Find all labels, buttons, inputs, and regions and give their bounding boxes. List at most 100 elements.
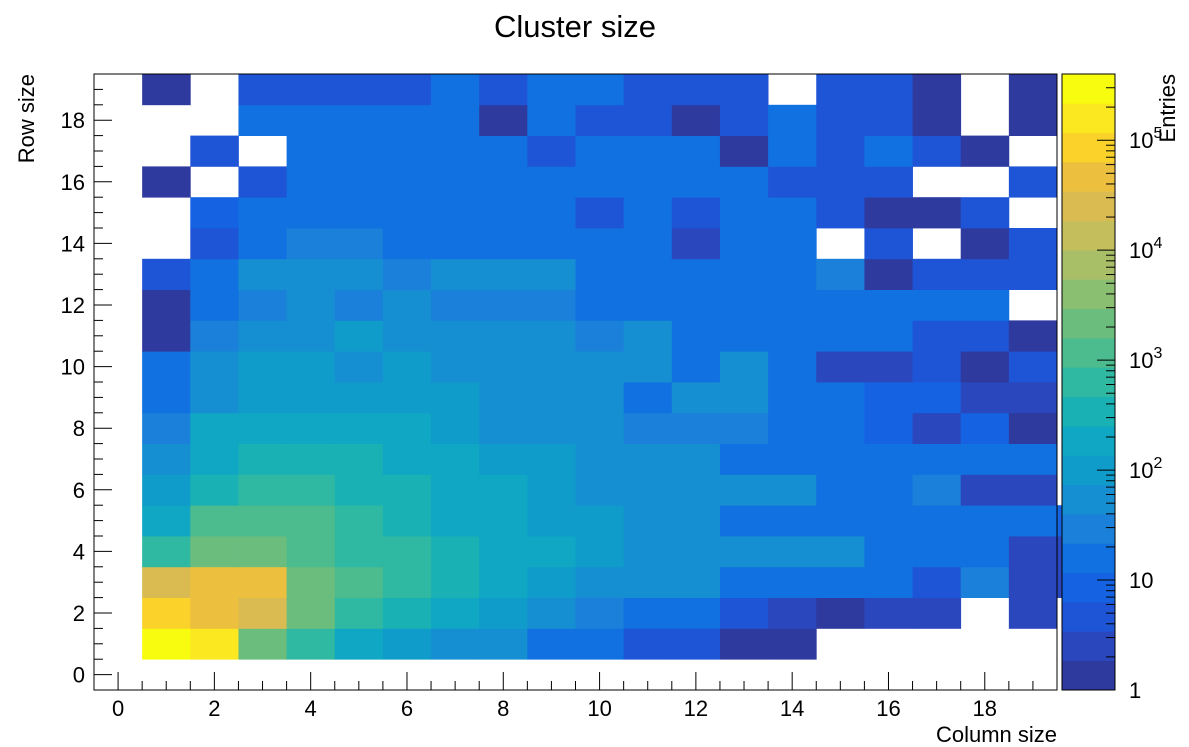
heatmap-cell — [286, 412, 336, 444]
heatmap-cell — [864, 351, 913, 383]
heatmap-cell — [816, 597, 865, 629]
heatmap-cell — [190, 505, 239, 537]
heatmap-cell — [671, 289, 721, 321]
heatmap-cell — [527, 228, 576, 260]
heatmap-cell — [575, 74, 625, 106]
heatmap-cell — [671, 474, 721, 506]
heatmap-cell — [768, 104, 817, 136]
heatmap-cell — [864, 566, 913, 598]
heatmap-cell — [719, 536, 769, 568]
z-axis-title: Entries — [1155, 74, 1180, 142]
heatmap-cell — [286, 135, 336, 167]
heatmap-cell — [142, 474, 191, 506]
heatmap-cell — [190, 320, 239, 352]
heatmap-cell — [286, 597, 336, 629]
heatmap-cell — [912, 197, 962, 229]
heatmap-cell — [719, 166, 769, 198]
heatmap-cell — [334, 351, 384, 383]
heatmap-cell — [575, 566, 625, 598]
heatmap-cell — [286, 474, 336, 506]
heatmap-cell — [816, 289, 865, 321]
heatmap-cell — [1008, 597, 1058, 629]
heatmap-cell — [912, 104, 962, 136]
heatmap-cell — [768, 351, 817, 383]
z-tick-label: 105 — [1129, 125, 1162, 153]
heatmap-cell — [960, 536, 1010, 568]
heatmap-cell — [190, 412, 239, 444]
heatmap-cell — [479, 351, 528, 383]
heatmap-cell — [1008, 351, 1058, 383]
heatmap-cell — [768, 166, 817, 198]
heatmap-cell — [334, 412, 384, 444]
heatmap-cell — [864, 74, 913, 106]
heatmap-cell — [238, 536, 287, 568]
heatmap-cell — [864, 289, 913, 321]
heatmap-cell — [912, 474, 962, 506]
heatmap-cell — [527, 412, 576, 444]
heatmap-cell — [816, 505, 865, 537]
heatmap-cell — [671, 135, 721, 167]
heatmap-cell — [238, 289, 287, 321]
heatmap-cell — [334, 320, 384, 352]
heatmap-cell — [816, 412, 865, 444]
heatmap-cell — [623, 443, 673, 475]
heatmap-cell — [816, 351, 865, 383]
heatmap-cell — [623, 536, 673, 568]
heatmap-cell — [768, 566, 817, 598]
heatmap-cell — [286, 74, 336, 106]
x-tick-label: 6 — [401, 696, 413, 721]
heatmap-cell — [479, 443, 528, 475]
heatmap-cell — [479, 197, 528, 229]
heatmap-cell — [768, 443, 817, 475]
heatmap-cell — [719, 443, 769, 475]
heatmap-cell — [431, 505, 480, 537]
heatmap-cell — [142, 628, 191, 660]
color-scale-segment — [1062, 631, 1115, 662]
heatmap-cell — [1008, 382, 1058, 414]
heatmap-cell — [816, 382, 865, 414]
heatmap-cell — [286, 443, 336, 475]
heatmap-cell — [527, 258, 576, 290]
heatmap-cell — [334, 597, 384, 629]
heatmap-cell — [238, 258, 287, 290]
heatmap-cell — [334, 135, 384, 167]
heatmap-cell — [334, 536, 384, 568]
heatmap-cell — [1008, 443, 1058, 475]
x-tick-label: 0 — [112, 696, 124, 721]
heatmap-cell — [431, 258, 480, 290]
heatmap-cell — [190, 474, 239, 506]
heatmap-cell — [575, 166, 625, 198]
heatmap-cell — [671, 320, 721, 352]
heatmap-cell — [142, 412, 191, 444]
heatmap-cell — [286, 320, 336, 352]
color-scale-segment — [1062, 660, 1115, 691]
heatmap-cell — [382, 104, 432, 136]
heatmap-cell — [382, 351, 432, 383]
heatmap-cell — [527, 474, 576, 506]
color-scale-segment — [1062, 308, 1115, 339]
heatmap-cell — [334, 474, 384, 506]
heatmap-cell — [527, 597, 576, 629]
heatmap-cell — [382, 320, 432, 352]
color-scale-frame — [1061, 73, 1116, 691]
heatmap-cell — [431, 320, 480, 352]
heatmap-cell — [431, 351, 480, 383]
heatmap-cell — [1008, 536, 1058, 568]
heatmap-cell — [142, 320, 191, 352]
heatmap-cell — [912, 74, 962, 106]
heatmap-cell — [623, 412, 673, 444]
heatmap-cell — [527, 320, 576, 352]
heatmap-cells — [142, 74, 1106, 660]
heatmap-cell — [623, 505, 673, 537]
heatmap-cell — [575, 443, 625, 475]
heatmap-cell — [719, 258, 769, 290]
color-scale-segment — [1062, 191, 1115, 222]
heatmap-cell — [479, 74, 528, 106]
heatmap-cell — [382, 536, 432, 568]
heatmap-cell — [190, 258, 239, 290]
heatmap-cell — [864, 536, 913, 568]
heatmap-cell — [768, 474, 817, 506]
heatmap-cell — [719, 197, 769, 229]
heatmap-cell — [527, 197, 576, 229]
heatmap-cell — [286, 566, 336, 598]
